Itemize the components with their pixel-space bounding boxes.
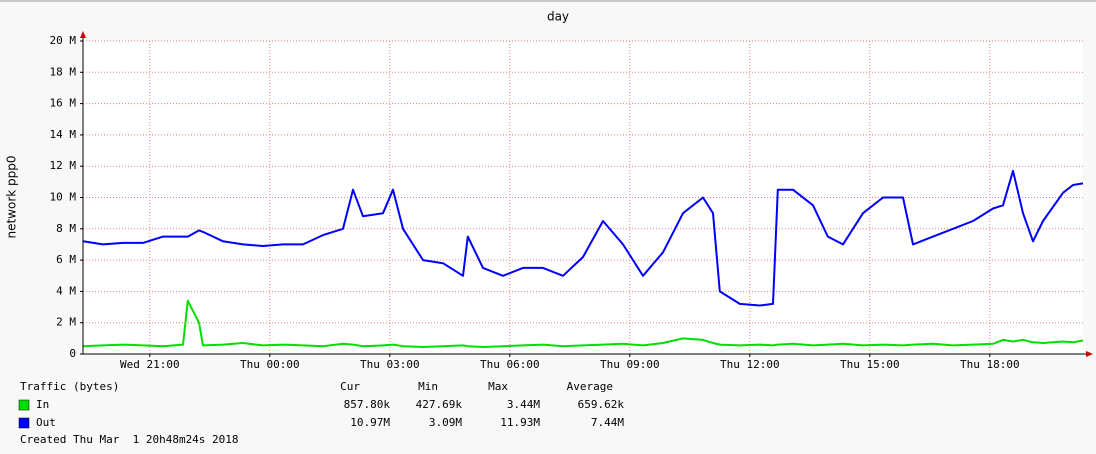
legend-swatch (18, 399, 30, 411)
y-tick-label: 16 M (50, 97, 77, 110)
x-arrow (1086, 351, 1093, 357)
legend-label: In (36, 398, 49, 411)
x-tick-label: Thu 03:00 (360, 358, 420, 371)
y-arrow (80, 31, 86, 38)
footer: Created Thu Mar 1 20h48m24s 2018 (20, 433, 239, 446)
y-tick-label: 0 (69, 347, 76, 360)
chart-title: day (547, 10, 569, 24)
legend-stat: 3.44M (507, 398, 540, 411)
y-tick-label: 2 M (56, 316, 76, 329)
x-tick-label: Thu 00:00 (240, 358, 300, 371)
y-tick-label: 10 M (50, 191, 77, 204)
y-tick-label: 20 M (50, 34, 77, 47)
legend-swatch (18, 417, 30, 429)
y-tick-label: 8 M (56, 222, 76, 235)
legend-stat: 10.97M (350, 416, 390, 429)
legend-stat: 427.69k (416, 398, 463, 411)
y-tick-label: 12 M (50, 159, 77, 172)
legend-stat: 7.44M (591, 416, 624, 429)
y-tick-label: 14 M (50, 128, 77, 141)
legend-stat: 659.62k (578, 398, 625, 411)
x-tick-label: Thu 06:00 (480, 358, 540, 371)
legend-column: Cur (340, 380, 360, 393)
legend-stat: 3.09M (429, 416, 462, 429)
top-border (0, 0, 1096, 2)
legend-stat: 857.80k (344, 398, 391, 411)
series-line (82, 299, 1084, 348)
y-axis-label: network ppp0 (5, 155, 19, 238)
y-tick-label: 18 M (50, 65, 77, 78)
x-tick-label: Thu 15:00 (840, 358, 900, 371)
legend-column: Average (567, 380, 613, 393)
legend-column: Min (418, 380, 438, 393)
x-tick-label: Wed 21:00 (120, 358, 180, 371)
plot-area (83, 41, 1083, 354)
y-tick-label: 6 M (56, 253, 76, 266)
x-tick-label: Thu 18:00 (960, 358, 1020, 371)
series-line (82, 169, 1084, 307)
x-tick-label: Thu 12:00 (720, 358, 780, 371)
legend-stat: 11.93M (500, 416, 540, 429)
legend-label: Out (36, 416, 56, 429)
x-tick-label: Thu 09:00 (600, 358, 660, 371)
legend-column: Max (488, 380, 508, 393)
legend-title: Traffic (bytes) (20, 380, 119, 393)
y-tick-label: 4 M (56, 284, 76, 297)
